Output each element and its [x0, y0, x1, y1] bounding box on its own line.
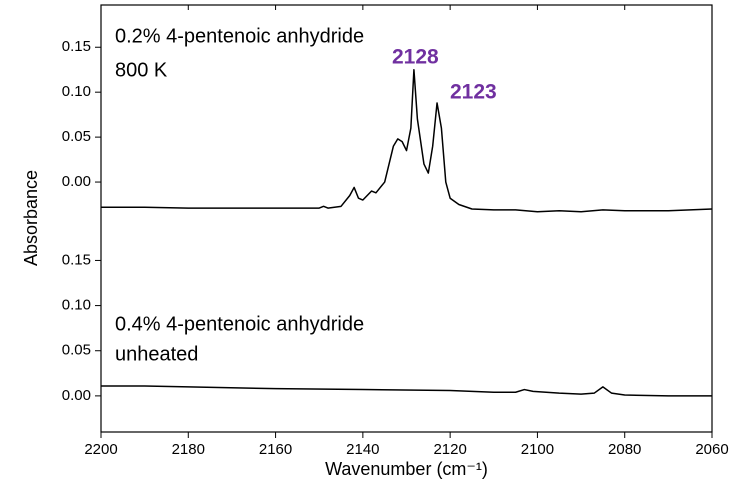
- annotation: 800 K: [115, 59, 168, 81]
- peak-label: 2123: [450, 81, 497, 104]
- spectrum-line: [101, 68, 713, 213]
- y-axis-label: Absorbance: [21, 170, 41, 266]
- x-tick-label: 2140: [346, 441, 379, 458]
- annotation: 0.2% 4-pentenoic anhydride: [115, 25, 364, 47]
- y-tick-label: 0.00: [62, 387, 91, 404]
- y-tick-label: 0.15: [62, 251, 91, 268]
- y-tick-label: 0.00: [62, 173, 91, 190]
- y-tick-label: 0.10: [62, 83, 91, 100]
- x-tick-label: 2120: [433, 441, 466, 458]
- x-tick-label: 2100: [521, 441, 554, 458]
- annotation: unheated: [115, 343, 198, 365]
- y-tick-label: 0.05: [62, 342, 91, 359]
- x-tick-label: 2180: [172, 441, 205, 458]
- annotation: 0.4% 4-pentenoic anhydride: [115, 313, 364, 335]
- x-tick-label: 2060: [695, 441, 728, 458]
- y-tick-label: 0.05: [62, 128, 91, 145]
- plot-frame: [100, 4, 713, 433]
- x-axis-label: Wavenumber (cm⁻¹): [325, 459, 488, 479]
- x-tick-label: 2160: [259, 441, 292, 458]
- x-tick-label: 2200: [84, 441, 117, 458]
- spectrum-line: [101, 385, 712, 397]
- y-tick-label: 0.15: [62, 38, 91, 55]
- y-tick-label: 0.10: [62, 297, 91, 314]
- x-tick-label: 2080: [608, 441, 641, 458]
- peak-label: 2128: [392, 46, 439, 69]
